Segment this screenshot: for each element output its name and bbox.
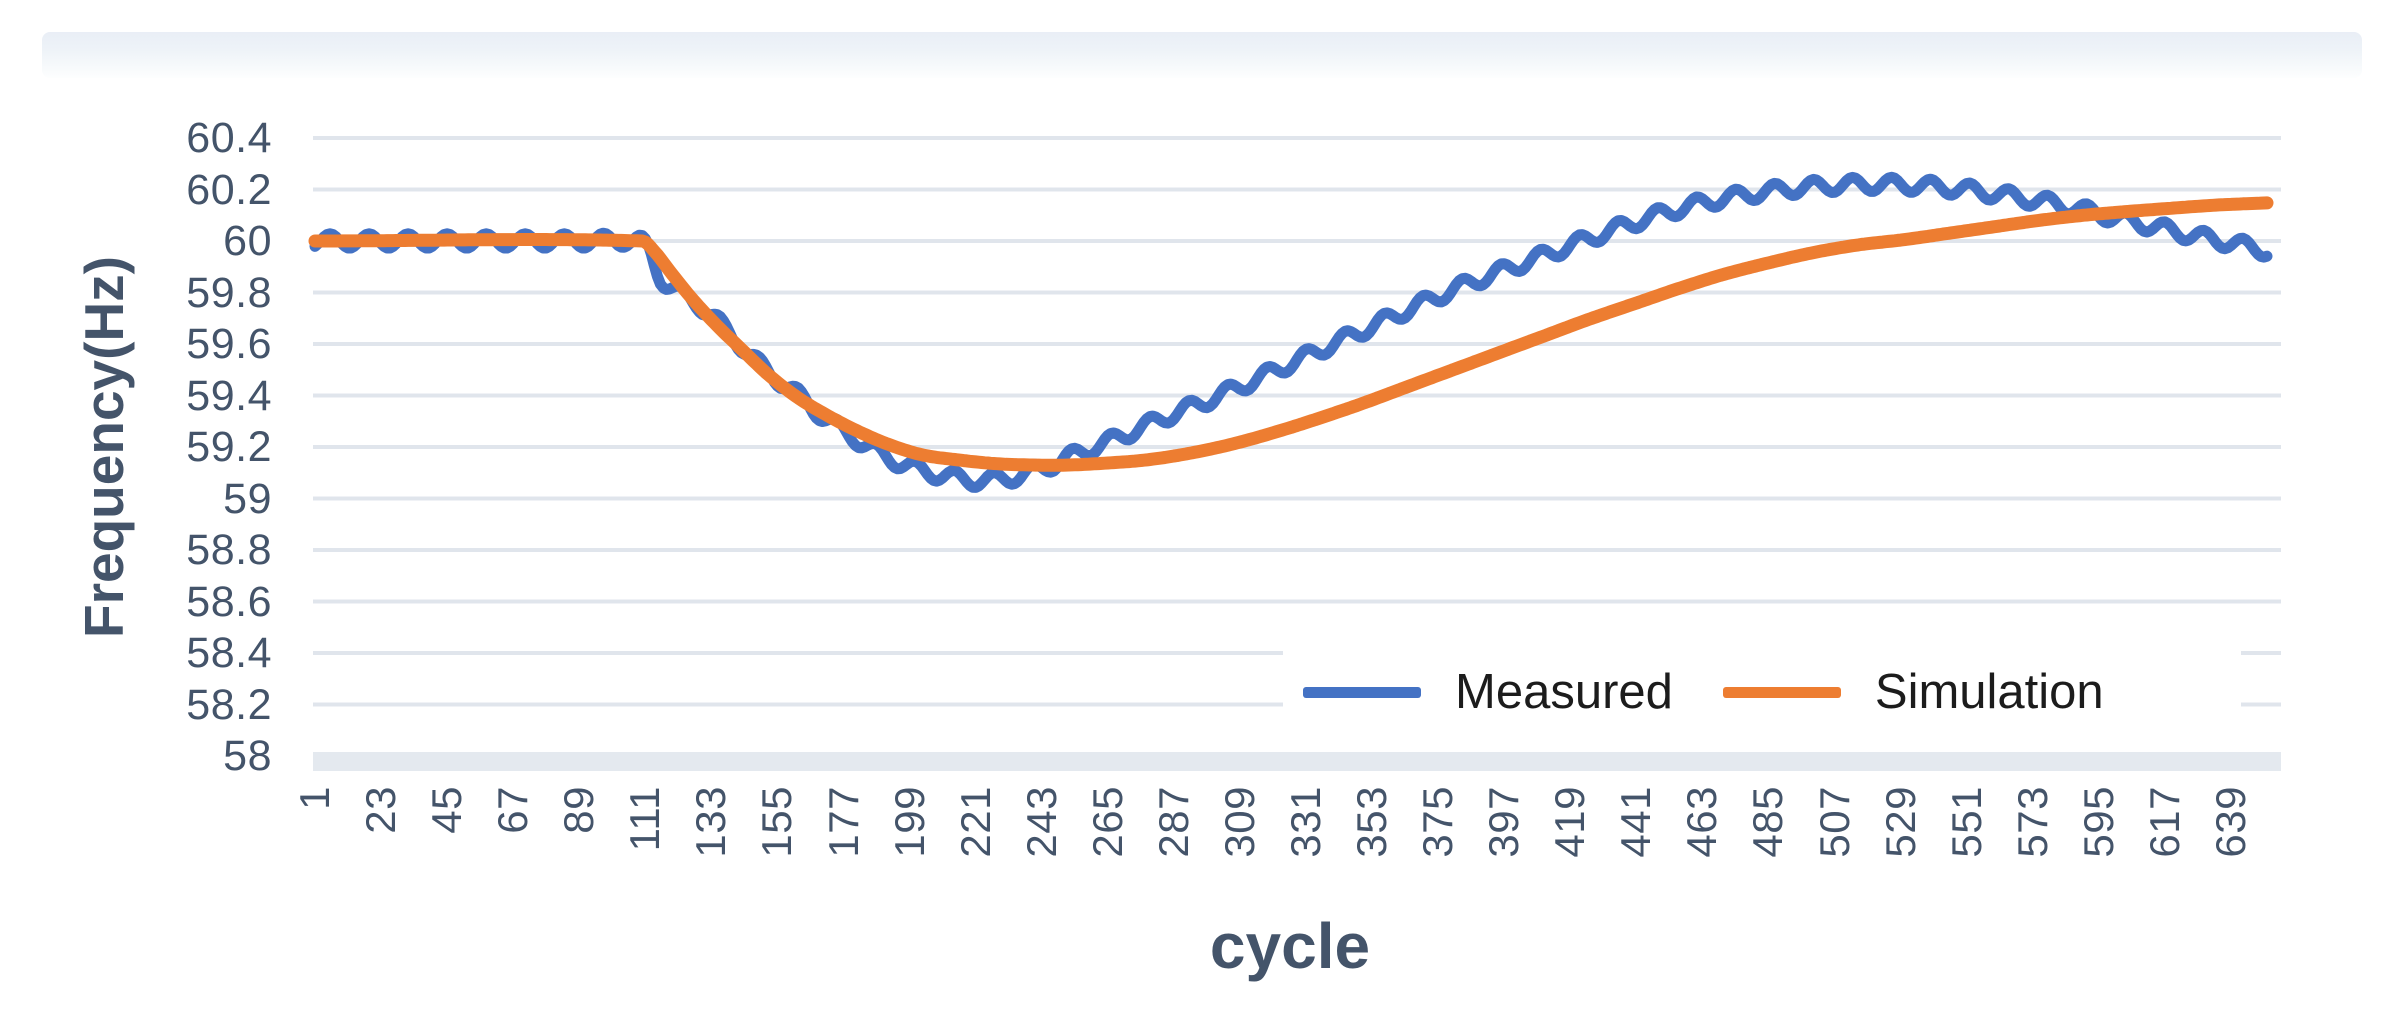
x-tick-label: 331	[1282, 786, 1329, 858]
legend-label-measured: Measured	[1455, 665, 1673, 719]
measured-line-swatch	[1303, 686, 1421, 698]
y-tick-label: 58.6	[186, 577, 272, 626]
x-tick-label: 353	[1348, 786, 1396, 858]
legend-item-measured: Measured	[1303, 662, 1673, 722]
y-tick-label: 58.2	[186, 680, 272, 729]
x-tick-label: 441	[1612, 786, 1660, 858]
x-tick-label: 265	[1083, 786, 1131, 858]
x-tick-label: 89	[555, 786, 603, 834]
x-tick-label: 639	[2206, 786, 2254, 858]
x-tick-label: 155	[753, 786, 801, 858]
legend-item-simulation: Simulation	[1722, 662, 2104, 722]
x-tick-label: 111	[621, 786, 669, 852]
x-tick-label: 45	[423, 786, 471, 834]
x-tick-label: 551	[1942, 786, 1990, 858]
x-tick-label: 375	[1414, 786, 1462, 858]
y-tick-label: 59.6	[186, 320, 272, 368]
x-tick-label: 23	[357, 786, 405, 834]
x-tick-label: 309	[1215, 786, 1263, 858]
x-tick-label: 617	[2140, 786, 2188, 858]
y-tick-label: 60	[223, 217, 272, 265]
x-axis-band	[313, 752, 2281, 771]
x-tick-label: 1	[291, 786, 338, 810]
top-gradient-band	[42, 32, 2362, 78]
simulation-line-swatch	[1722, 686, 1841, 698]
x-tick-label: 485	[1744, 786, 1792, 858]
x-tick-label: 463	[1678, 786, 1726, 858]
x-tick-label: 287	[1149, 786, 1197, 858]
x-tick-label: 221	[951, 786, 999, 858]
x-tick-label: 67	[489, 786, 537, 834]
y-tick-label: 58.4	[186, 629, 272, 677]
x-tick-label: 529	[1876, 786, 1924, 858]
x-tick-label: 573	[2008, 786, 2056, 858]
y-tick-label: 60.4	[186, 114, 272, 162]
y-tick-label: 59.4	[186, 371, 272, 420]
simulation-line	[308, 196, 2274, 472]
y-tick-label: 59.8	[186, 268, 272, 317]
y-tick-label: 59	[223, 474, 272, 523]
x-tick-label: 177	[819, 786, 867, 858]
x-axis-title: cycle	[1209, 910, 1371, 982]
y-tick-label: 60.2	[186, 165, 272, 214]
x-tick-label: 595	[2074, 786, 2122, 858]
chart-legend: Measured Simulation	[1283, 638, 2241, 746]
legend-label-simulation: Simulation	[1874, 665, 2104, 719]
x-tick-label: 397	[1480, 786, 1528, 858]
x-tick-label: 243	[1017, 786, 1065, 858]
y-tick-label: 58.8	[186, 526, 272, 574]
y-tick-label: 59.2	[186, 423, 272, 471]
x-tick-label: 199	[885, 786, 933, 858]
x-tick-label: 419	[1546, 786, 1594, 858]
x-tick-label: 133	[687, 786, 735, 858]
y-tick-label: 58	[223, 732, 272, 780]
x-tick-label: 507	[1810, 786, 1858, 858]
